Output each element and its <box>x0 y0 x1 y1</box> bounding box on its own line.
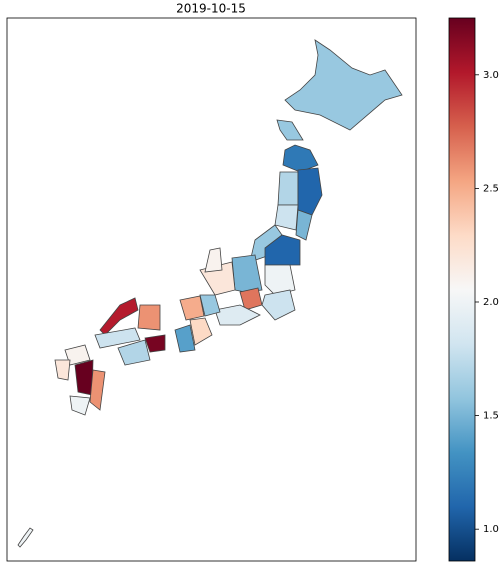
map-frame <box>6 17 417 562</box>
region <box>74 359 94 396</box>
region <box>137 304 161 331</box>
colorbar-tick-label: 3.0 <box>483 70 499 81</box>
region <box>277 171 299 206</box>
region <box>261 289 296 321</box>
colorbar-tick-label: 2.0 <box>483 297 499 308</box>
region <box>295 209 313 241</box>
region <box>89 369 106 411</box>
region <box>144 334 166 353</box>
region <box>54 359 71 381</box>
region <box>204 247 223 273</box>
region <box>117 339 151 366</box>
region <box>274 204 299 231</box>
region <box>264 234 301 266</box>
region <box>69 395 91 416</box>
colorbar-tick-label: 2.5 <box>483 183 499 194</box>
colorbar-tick-label: 1.0 <box>483 524 499 535</box>
region <box>276 39 403 141</box>
region <box>231 254 263 293</box>
region <box>214 304 261 326</box>
region <box>174 324 196 353</box>
region <box>17 527 34 548</box>
chart-title: 2019-10-15 <box>176 2 246 16</box>
region <box>179 295 205 321</box>
region <box>282 144 319 173</box>
colorbar <box>448 17 476 562</box>
region <box>189 317 213 346</box>
region <box>297 167 323 216</box>
colorbar-tick-label: 1.5 <box>483 411 499 422</box>
region <box>94 327 141 349</box>
region <box>199 294 221 317</box>
